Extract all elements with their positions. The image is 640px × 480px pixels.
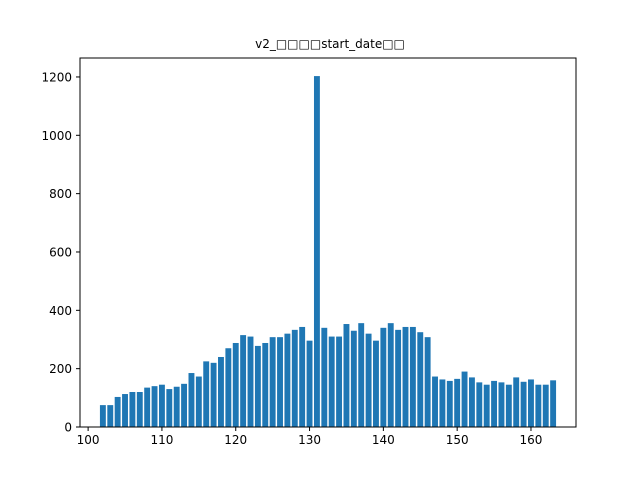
bar xyxy=(277,337,283,427)
bar xyxy=(321,327,328,427)
bar xyxy=(483,384,490,427)
bar xyxy=(498,382,505,427)
bar xyxy=(395,329,402,427)
bar xyxy=(409,326,416,427)
bar xyxy=(188,373,195,427)
bar xyxy=(158,384,165,427)
y-tick-label: 600 xyxy=(49,245,72,259)
bar xyxy=(291,329,298,427)
bar xyxy=(166,389,173,427)
bar xyxy=(424,337,431,427)
bar xyxy=(306,340,313,427)
bar xyxy=(520,381,527,427)
bar xyxy=(181,383,188,427)
bars-group xyxy=(99,76,557,427)
bar xyxy=(358,323,365,427)
y-axis: 0 200 400 600 800 1000 1200 xyxy=(41,70,80,435)
x-tick-label: 140 xyxy=(372,433,395,447)
bar xyxy=(343,324,350,427)
bar xyxy=(284,333,291,427)
bar xyxy=(417,332,424,427)
bar xyxy=(550,380,557,427)
bar xyxy=(225,348,232,427)
bar xyxy=(144,387,151,427)
bar xyxy=(528,379,534,427)
bar xyxy=(136,392,143,427)
bar xyxy=(107,405,114,427)
y-tick-label: 200 xyxy=(49,362,72,376)
bar xyxy=(151,386,158,427)
bar xyxy=(336,336,343,427)
x-tick-label: 130 xyxy=(298,433,321,447)
bar xyxy=(173,386,180,427)
bar xyxy=(513,377,520,427)
y-tick-label: 400 xyxy=(49,304,72,318)
bar xyxy=(439,379,446,427)
bar xyxy=(247,336,254,427)
bar xyxy=(122,394,128,427)
bar xyxy=(373,340,379,427)
bar xyxy=(195,376,202,427)
bar xyxy=(232,342,239,427)
bar xyxy=(380,327,387,427)
bar xyxy=(446,380,453,427)
x-tick-label: 110 xyxy=(150,433,173,447)
bar xyxy=(468,377,475,427)
bar xyxy=(328,336,335,427)
bar xyxy=(313,76,320,427)
x-tick-label: 160 xyxy=(520,433,543,447)
bar xyxy=(114,396,121,427)
bar xyxy=(535,384,542,427)
axes-frame xyxy=(79,57,577,428)
bar xyxy=(262,342,269,427)
x-tick-label: 100 xyxy=(77,433,100,447)
bar xyxy=(454,378,461,427)
bar xyxy=(218,356,224,427)
y-tick-label: 0 xyxy=(64,421,72,435)
bar xyxy=(387,323,394,427)
bar xyxy=(432,376,438,427)
bar xyxy=(365,333,372,427)
bar xyxy=(402,326,409,427)
bar xyxy=(299,326,306,427)
y-tick-label: 1000 xyxy=(41,129,72,143)
x-axis: 100 110 120 130 140 150 160 xyxy=(77,427,543,447)
y-tick-label: 800 xyxy=(49,187,72,201)
bar xyxy=(203,361,210,427)
bar xyxy=(505,384,512,427)
bar xyxy=(542,384,549,427)
bar xyxy=(99,405,106,427)
bar xyxy=(476,382,483,427)
bar xyxy=(210,362,217,427)
bar xyxy=(350,330,357,427)
bar xyxy=(254,345,261,427)
bar xyxy=(461,371,468,427)
y-tick-label: 1200 xyxy=(41,70,72,84)
bar xyxy=(240,335,247,427)
bar xyxy=(269,337,276,427)
x-tick-label: 120 xyxy=(224,433,247,447)
bar xyxy=(491,380,498,427)
bar xyxy=(129,392,136,427)
chart-title: v2_□□□□start_date□□ xyxy=(255,37,405,51)
x-tick-label: 150 xyxy=(446,433,469,447)
